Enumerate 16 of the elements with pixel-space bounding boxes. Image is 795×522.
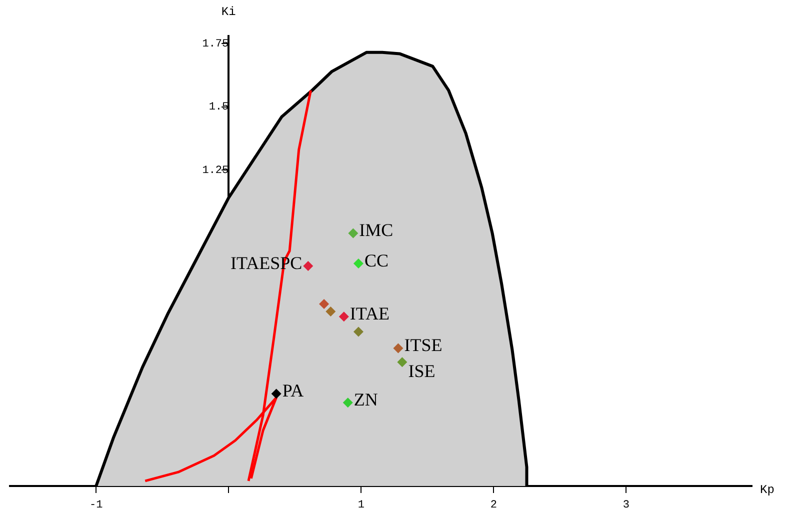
x-axis-title: Kp xyxy=(760,483,774,498)
series-label: ITAE xyxy=(350,303,390,324)
series-label: PA xyxy=(282,380,304,400)
series-label: ITSE xyxy=(404,334,442,355)
x-tick-label: 3 xyxy=(622,500,630,512)
y-tick-label: 1.75 xyxy=(202,38,229,50)
y-tick-label: 1.25 xyxy=(202,164,229,177)
series-label: IMC xyxy=(359,220,394,240)
x-tick-label: 1 xyxy=(358,500,365,512)
series-label: ISE xyxy=(408,360,436,381)
x-tick-label: 2 xyxy=(490,500,497,512)
series-label: ZN xyxy=(354,389,378,410)
y-tick-label: 1.5 xyxy=(208,102,229,114)
series-label: CC xyxy=(364,250,388,270)
y-axis-title: Ki xyxy=(221,5,236,20)
x-tick-label: -1 xyxy=(90,500,104,512)
